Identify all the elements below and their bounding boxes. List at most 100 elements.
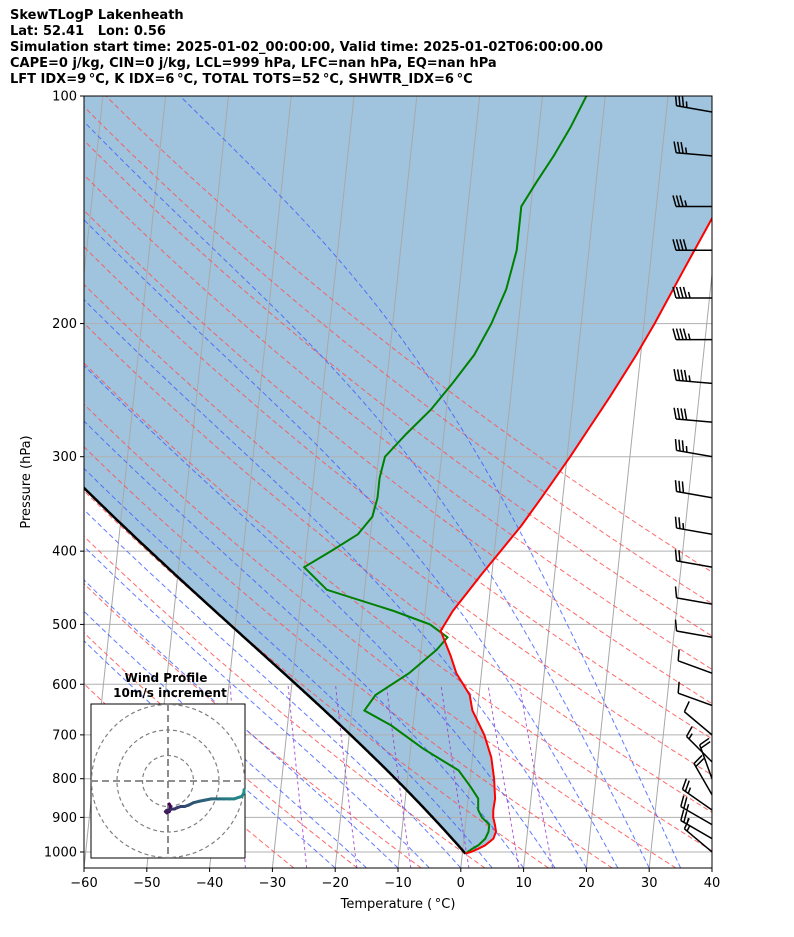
- wind-barb-flag: [681, 778, 688, 790]
- y-tick-label: 700: [52, 728, 77, 743]
- wind-barb-flag: [678, 96, 681, 107]
- y-tick-label: 1000: [44, 845, 77, 860]
- moist-adiabat: [84, 545, 430, 868]
- wind-barb: [677, 681, 712, 707]
- dry-adiabat: [84, 246, 712, 740]
- isotherm: [460, 96, 543, 868]
- wind-barb: [674, 549, 712, 568]
- x-tick-label: −60: [70, 876, 97, 891]
- wind-barb: [673, 407, 712, 423]
- location-line: Lat: 52.41 Lon: 0.56: [10, 24, 166, 39]
- wind-barb-flag: [673, 141, 677, 153]
- wind-barb: [672, 239, 712, 252]
- wind-barb-flag: [699, 737, 710, 746]
- wind-barb-staff: [683, 711, 712, 736]
- wind-barb-half-flag: [686, 803, 690, 811]
- temperature-line: [439, 216, 712, 855]
- wind-barb: [674, 480, 712, 499]
- wind-barb-flag: [675, 286, 681, 299]
- x-tick-label: −30: [259, 876, 286, 891]
- wind-barb: [680, 795, 712, 826]
- wind-barb-staff: [682, 788, 712, 811]
- x-tick-label: −20: [321, 876, 348, 891]
- wind-barb-flag: [683, 797, 688, 809]
- wind-barb-staff: [676, 490, 712, 499]
- wind-barb-flag: [682, 286, 688, 299]
- wind-barb-staff: [676, 597, 712, 605]
- wind-barb-flag: [683, 701, 690, 713]
- dry-adiabat: [84, 362, 712, 852]
- x-tick-label: −10: [384, 876, 411, 891]
- cape-line: CAPE=0 j/kg, CIN=0 j/kg, LCL=999 hPa, LF…: [10, 56, 497, 71]
- chart-header: SkewTLogP Lakenheath Lat: 52.41 Lon: 0.5…: [10, 8, 603, 88]
- wind-barb: [674, 619, 712, 639]
- hodograph-subtitle: 10m/s increment: [113, 686, 227, 700]
- wind-barb-half-flag: [684, 200, 688, 207]
- wind-barb-flag: [674, 619, 678, 632]
- hodograph-plot: [90, 703, 246, 859]
- wind-barb: [680, 809, 712, 840]
- x-tick-label: −50: [133, 876, 160, 891]
- wind-barb-flag: [680, 795, 685, 807]
- wind-barb-flag: [683, 811, 688, 823]
- isotherm: [271, 96, 355, 868]
- isotherm: [775, 96, 794, 868]
- y-tick-label: 900: [52, 811, 77, 826]
- wind-barb-flag: [675, 239, 681, 251]
- dry-adiabat: [84, 535, 486, 868]
- wind-barb: [681, 778, 712, 811]
- wind-barb-flag: [681, 96, 685, 108]
- wind-barb-staff: [693, 763, 712, 796]
- dry-adiabat: [105, 96, 712, 573]
- wind-barb: [672, 328, 712, 341]
- wind-barb: [693, 754, 712, 796]
- wind-barb-flag: [695, 757, 705, 768]
- wind-barb-half-flag: [687, 291, 691, 299]
- dry-adiabat: [84, 446, 613, 868]
- wind-barb-staff: [676, 527, 712, 536]
- parcel-profile-line: [84, 486, 467, 855]
- mixing-ratio-line: [518, 684, 553, 868]
- wind-barb: [698, 737, 712, 779]
- wind-barb-staff: [677, 660, 712, 674]
- wind-barb-flag: [680, 141, 684, 154]
- wind-barb: [672, 286, 712, 299]
- wind-barb-flag: [681, 481, 685, 493]
- wind-barb-half-flag: [684, 147, 688, 154]
- mixing-ratio-line: [487, 684, 520, 868]
- wind-barb-flag: [679, 328, 684, 340]
- wind-barb: [683, 818, 712, 853]
- isotherm: [334, 96, 418, 868]
- wind-barb: [674, 516, 712, 536]
- wind-barb: [672, 195, 712, 208]
- x-tick-label: 20: [578, 876, 595, 891]
- moist-adiabat: [84, 120, 650, 868]
- wind-barb: [685, 726, 712, 763]
- wind-barb-half-flag: [687, 787, 692, 794]
- wind-barb-half-flag: [686, 825, 691, 832]
- y-axis-label: Pressure (hPa): [19, 435, 34, 528]
- y-tick-label: 800: [52, 772, 77, 787]
- wind-barb-half-flag: [688, 733, 693, 740]
- wind-barb: [674, 586, 712, 605]
- wind-barb-flag: [675, 195, 681, 207]
- moist-adiabat: [84, 509, 462, 868]
- wind-barb-flag: [679, 239, 684, 251]
- y-tick-label: 100: [52, 90, 77, 105]
- wind-barb-staff: [676, 379, 712, 385]
- plot-area: [84, 96, 794, 868]
- wind-barb-flag: [672, 328, 677, 340]
- x-tick-label: 0: [457, 876, 465, 891]
- x-tick-label: −40: [196, 876, 223, 891]
- wind-barb-staff: [677, 692, 712, 707]
- y-tick-label: 300: [52, 450, 77, 465]
- wind-barb-staff: [686, 735, 712, 763]
- wind-barb-flag: [677, 649, 680, 661]
- wind-barb-flag: [679, 195, 684, 207]
- mixing-ratio-line: [287, 684, 308, 868]
- isotherm: [711, 863, 712, 868]
- pressure-gridlines: [84, 96, 712, 853]
- mixing-ratio-line: [385, 684, 412, 868]
- x-tick-label: 40: [704, 876, 721, 891]
- dry-adiabat: [84, 403, 677, 868]
